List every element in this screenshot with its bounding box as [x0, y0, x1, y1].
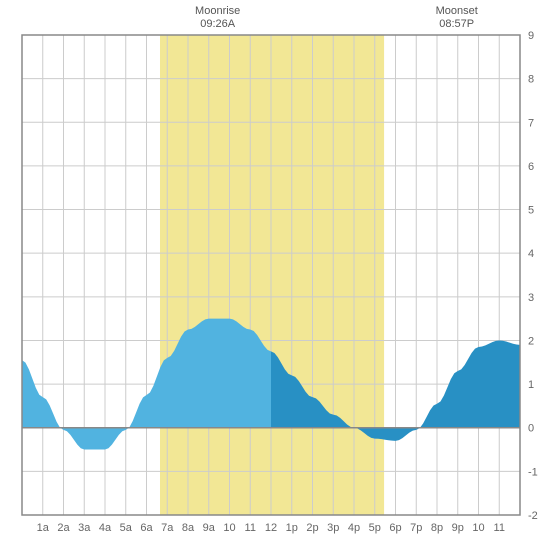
x-tick-label: 9p	[452, 522, 464, 534]
x-tick-label: 6p	[389, 522, 401, 534]
x-tick-label: 9a	[203, 522, 216, 534]
x-tick-label: 7a	[161, 522, 174, 534]
moonset-label: Moonset	[436, 5, 478, 17]
y-tick-label: 2	[528, 335, 534, 347]
x-tick-label: 1a	[37, 522, 50, 534]
x-tick-label: 4a	[99, 522, 112, 534]
x-tick-label: 3a	[78, 522, 91, 534]
x-tick-label: 5p	[369, 522, 381, 534]
x-tick-label: 6a	[140, 522, 153, 534]
moonset-time: 08:57P	[439, 18, 474, 30]
x-tick-label: 2a	[57, 522, 70, 534]
y-tick-label: 6	[528, 161, 534, 173]
x-tick-label: 7p	[410, 522, 422, 534]
y-tick-label: 1	[528, 379, 534, 391]
y-tick-label: -2	[528, 510, 538, 522]
x-tick-label: 4p	[348, 522, 360, 534]
daylight-band	[160, 35, 384, 515]
x-tick-label: 11	[245, 522, 256, 534]
y-tick-label: 7	[528, 117, 534, 129]
tide-chart: -2-101234567891a2a3a4a5a6a7a8a9a1011121p…	[0, 0, 550, 550]
y-tick-label: 4	[528, 248, 534, 260]
y-tick-label: 8	[528, 74, 534, 86]
x-tick-label: 12	[265, 522, 277, 534]
moonrise-label: Moonrise	[195, 5, 240, 17]
x-tick-label: 5a	[120, 522, 133, 534]
x-tick-label: 3p	[327, 522, 339, 534]
y-tick-label: -1	[528, 466, 538, 478]
x-tick-label: 11	[494, 522, 505, 534]
y-tick-label: 3	[528, 292, 534, 304]
x-tick-label: 10	[223, 522, 235, 534]
x-tick-label: 2p	[306, 522, 318, 534]
x-tick-label: 10	[472, 522, 484, 534]
moonrise-time: 09:26A	[200, 18, 236, 30]
x-tick-label: 8a	[182, 522, 195, 534]
chart-svg: -2-101234567891a2a3a4a5a6a7a8a9a1011121p…	[0, 0, 550, 550]
y-tick-label: 5	[528, 205, 534, 217]
x-tick-label: 1p	[286, 522, 298, 534]
x-tick-label: 8p	[431, 522, 443, 534]
y-tick-label: 9	[528, 30, 534, 42]
y-tick-label: 0	[528, 423, 534, 435]
